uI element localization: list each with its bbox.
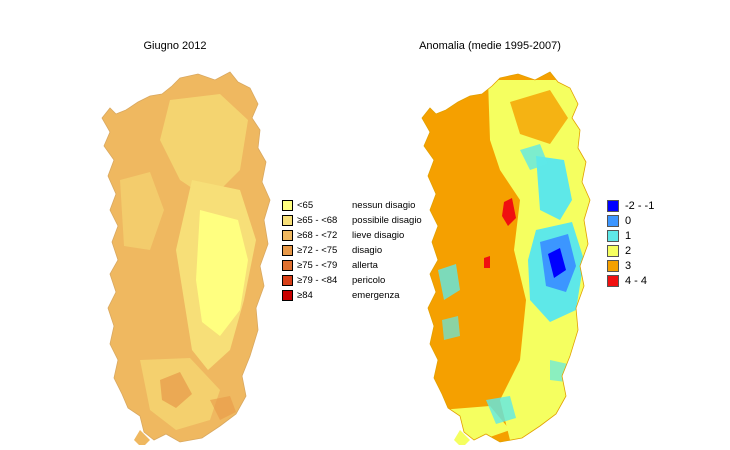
sardinia-discomfort-map (101, 71, 271, 445)
legend-range: 1 (625, 230, 632, 242)
legend-range: 2 (625, 245, 632, 257)
legend-swatch (607, 245, 619, 257)
legend-item: 2 (607, 244, 654, 258)
left-map-title: Giugno 2012 (143, 40, 207, 52)
legend-swatch (607, 275, 619, 287)
legend-item: 0 (607, 214, 654, 228)
legend-range: 3 (625, 260, 632, 272)
legend-item: ≥84 emergenza (282, 289, 422, 302)
left-map-legend: <65 nessun disagio ≥65 - <68 possibile d… (282, 199, 422, 304)
legend-range: ≥84 (297, 290, 313, 301)
legend-swatch (282, 245, 293, 256)
legend-swatch (607, 230, 619, 242)
legend-swatch (607, 215, 619, 227)
legend-label: allerta (352, 260, 378, 271)
legend-range: 0 (625, 215, 632, 227)
legend-swatch (282, 260, 293, 271)
legend-range: -2 - -1 (625, 200, 655, 212)
legend-range: ≥68 - <72 (297, 230, 338, 241)
right-map-title: Anomalia (medie 1995-2007) (419, 40, 561, 52)
legend-swatch (607, 200, 619, 212)
legend-item: ≥75 - <79 allerta (282, 259, 422, 272)
legend-item: 1 (607, 229, 654, 243)
legend-swatch (282, 275, 293, 286)
legend-range: 4 - 4 (625, 275, 648, 287)
legend-item: 4 - 4 (607, 274, 654, 288)
legend-swatch (282, 200, 293, 211)
legend-item: ≥68 - <72 lieve disagio (282, 229, 422, 242)
legend-item: -2 - -1 (607, 199, 654, 213)
legend-label: disagio (352, 245, 383, 256)
legend-item: 3 (607, 259, 654, 273)
legend-item: ≥65 - <68 possibile disagio (282, 214, 422, 227)
legend-range: <65 (297, 200, 314, 211)
legend-item: ≥79 - <84 pericolo (282, 274, 422, 287)
legend-item: <65 nessun disagio (282, 199, 422, 212)
legend-swatch (282, 230, 293, 241)
legend-item: ≥72 - <75 disagio (282, 244, 422, 257)
right-map-legend: -2 - -1 0 1 2 3 4 - 4 (607, 199, 654, 289)
legend-label: pericolo (352, 275, 386, 286)
legend-label: emergenza (352, 290, 400, 301)
legend-label: nessun disagio (352, 200, 416, 211)
legend-swatch (607, 260, 619, 272)
legend-range: ≥75 - <79 (297, 260, 338, 271)
legend-range: ≥72 - <75 (297, 245, 338, 256)
sardinia-anomaly-map (421, 71, 591, 445)
legend-label: lieve disagio (352, 230, 405, 241)
legend-swatch (282, 215, 293, 226)
legend-range: ≥79 - <84 (297, 275, 338, 286)
legend-swatch (282, 290, 293, 301)
legend-label: possibile disagio (352, 215, 422, 226)
legend-range: ≥65 - <68 (297, 215, 338, 226)
